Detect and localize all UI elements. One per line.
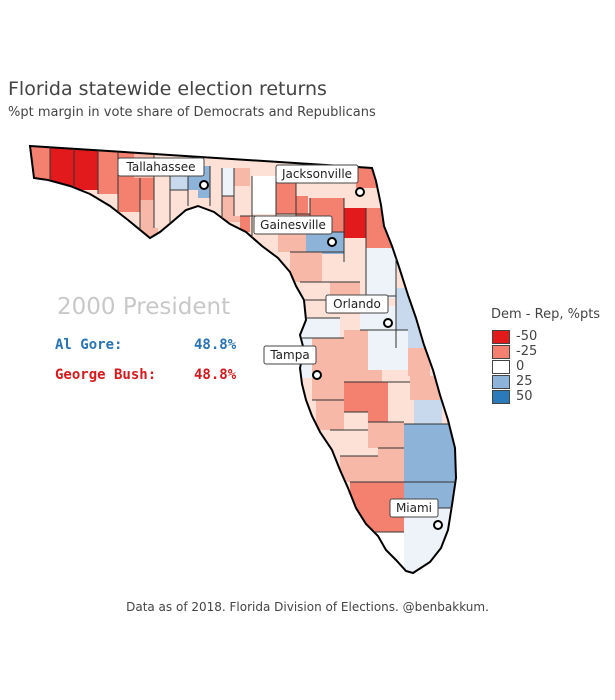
county-nassau-coast bbox=[356, 168, 376, 188]
tampa-label-box bbox=[263, 345, 317, 365]
county-putnam bbox=[344, 238, 366, 262]
county-walton bbox=[98, 146, 118, 194]
legend-swatch-rep bbox=[492, 345, 510, 359]
county-highlands bbox=[368, 382, 388, 422]
candidate-dem-share: 48.8% bbox=[194, 337, 237, 353]
county-charlotte bbox=[330, 430, 368, 456]
county-gilchrist bbox=[278, 232, 306, 252]
county-alachua bbox=[306, 232, 344, 254]
legend-label: -25 bbox=[516, 344, 538, 359]
chart-title: Florida statewide election returns bbox=[8, 78, 327, 100]
tallahassee-label-box bbox=[117, 157, 205, 177]
county-union bbox=[296, 196, 308, 214]
tampa-marker bbox=[312, 370, 322, 380]
legend-swatch-strong-rep bbox=[492, 330, 510, 344]
county-columbia bbox=[252, 176, 276, 214]
county-st-johns bbox=[344, 208, 366, 238]
legend-label: 50 bbox=[516, 389, 533, 404]
county-osceola bbox=[368, 330, 408, 370]
county-hardee bbox=[344, 382, 368, 412]
county-citrus bbox=[300, 282, 330, 300]
election-title: 2000 President bbox=[57, 294, 231, 320]
tallahassee-label: Tallahassee bbox=[126, 160, 196, 174]
county-volusia bbox=[366, 248, 396, 298]
county-lee bbox=[340, 456, 378, 482]
county-wakulla bbox=[170, 190, 198, 220]
county-lafayette bbox=[240, 216, 252, 232]
county-santa-rosa bbox=[50, 146, 74, 186]
county-escambia bbox=[30, 146, 50, 186]
orlando-label-box bbox=[325, 294, 389, 314]
miami-label-box bbox=[389, 498, 439, 518]
county-miami-dade bbox=[404, 508, 456, 573]
county-jefferson bbox=[210, 166, 222, 206]
orlando-marker bbox=[383, 318, 393, 328]
county-hendry bbox=[378, 448, 404, 482]
county-pasco bbox=[300, 318, 340, 338]
county-sarasota bbox=[316, 400, 344, 430]
county-liberty bbox=[154, 178, 170, 228]
tampa-label: Tampa bbox=[269, 348, 309, 362]
county-suwannee bbox=[234, 186, 252, 216]
legend-label: -50 bbox=[516, 329, 538, 344]
legend-label: 0 bbox=[516, 359, 525, 374]
gainesville-label-box bbox=[253, 215, 333, 235]
county-hernando bbox=[300, 300, 330, 318]
county-indian-river bbox=[408, 348, 430, 376]
jacksonville-marker bbox=[355, 187, 365, 197]
candidate-dem-name: Al Gore: bbox=[55, 337, 123, 353]
county-hamilton bbox=[234, 168, 250, 186]
legend-swatch-even bbox=[492, 360, 510, 374]
gainesville-label: Gainesville bbox=[260, 218, 326, 232]
tallahassee-marker bbox=[199, 180, 209, 190]
legend-label: 25 bbox=[516, 374, 533, 389]
county-monroe bbox=[350, 532, 404, 573]
jacksonville-label: Jacksonville bbox=[281, 167, 352, 181]
county-okaloosa bbox=[74, 146, 98, 190]
county-palm-beach bbox=[404, 424, 456, 484]
miami-marker bbox=[433, 520, 443, 530]
county-okeechobee bbox=[388, 376, 410, 416]
legend-swatch-dem bbox=[492, 375, 510, 389]
jacksonville-label-box bbox=[275, 164, 359, 184]
candidate-rep-name: George Bush: bbox=[55, 367, 157, 383]
county-madison bbox=[222, 168, 234, 196]
miami-label: Miami bbox=[396, 501, 432, 515]
county-martin bbox=[414, 400, 442, 424]
county-baker bbox=[276, 178, 296, 214]
county-bay bbox=[118, 172, 140, 212]
candidate-rep-share: 48.8% bbox=[194, 367, 237, 383]
city-labels: Tallahassee Jacksonville Gainesville Orl… bbox=[117, 157, 439, 518]
legend-swatch-strong-dem bbox=[492, 390, 510, 404]
county-glades bbox=[368, 422, 404, 448]
source-footer: Data as of 2018. Florida Division of Ele… bbox=[126, 600, 489, 614]
chart-subtitle: %pt margin in vote share of Democrats an… bbox=[8, 105, 376, 120]
legend-title: Dem - Rep, %pts bbox=[491, 307, 601, 322]
orlando-label: Orlando bbox=[333, 297, 381, 311]
gainesville-marker bbox=[327, 237, 337, 247]
city-markers bbox=[199, 180, 443, 530]
county-levy bbox=[290, 252, 322, 282]
county-manatee bbox=[312, 378, 344, 400]
